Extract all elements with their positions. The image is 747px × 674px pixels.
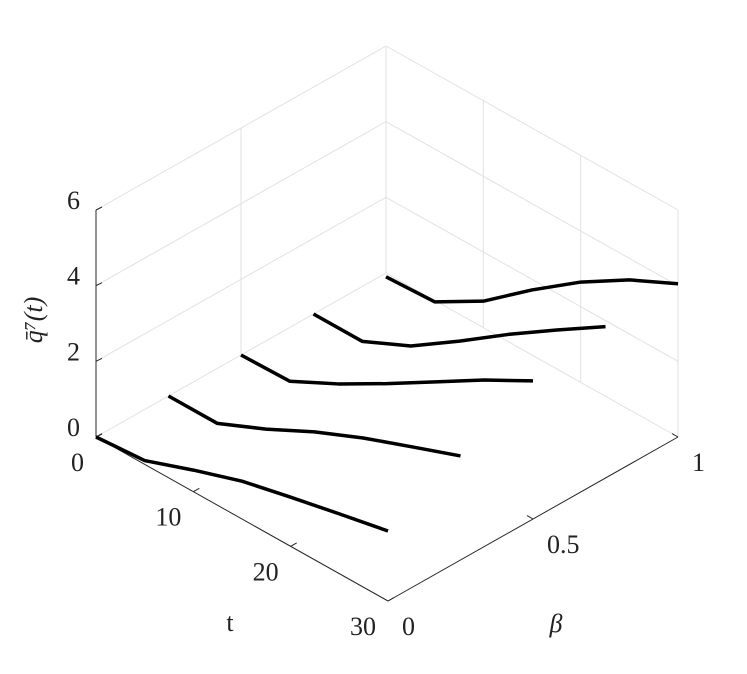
z-tick-label: 4 <box>67 262 80 291</box>
z-tick <box>95 282 103 287</box>
y-tick <box>526 515 534 520</box>
x-tick-label: 0 <box>71 448 84 477</box>
y-tick-label: 0 <box>402 612 415 641</box>
z-tick <box>95 206 103 211</box>
y-tick <box>671 433 679 438</box>
series-line <box>240 353 534 386</box>
x-axis <box>95 436 389 602</box>
grid-line <box>385 196 679 362</box>
z-tick-label: 0 <box>67 413 80 442</box>
z-tick-label: 2 <box>67 337 80 366</box>
grid-line <box>385 121 679 287</box>
series-line <box>385 275 679 304</box>
series-line <box>95 435 389 533</box>
y-axis-label: β <box>549 609 563 638</box>
x-axis-label: t <box>226 608 234 637</box>
y-tick <box>381 597 389 602</box>
x-tick <box>193 487 200 493</box>
z-tick-label: 6 <box>67 186 80 215</box>
grid-line <box>385 45 679 211</box>
x-tick <box>387 597 395 602</box>
z-tick <box>95 357 103 362</box>
x-tick-label: 30 <box>350 612 376 641</box>
x-tick-label: 10 <box>155 503 181 532</box>
series-line <box>312 312 606 348</box>
series-line <box>167 394 461 458</box>
x-tick <box>290 542 297 547</box>
z-axis-label: q̄⁷(t) <box>19 297 48 344</box>
x-tick-label: 20 <box>253 557 279 586</box>
y-tick-label: 1 <box>692 448 705 477</box>
y-tick-label: 0.5 <box>547 530 580 559</box>
